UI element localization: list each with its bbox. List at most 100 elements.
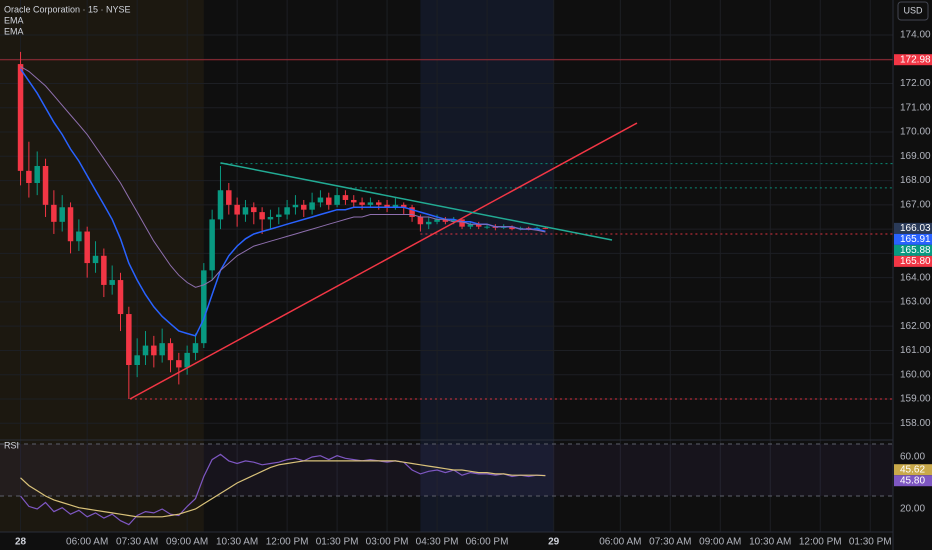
legend-entry[interactable]: EMA [4,15,24,25]
price-badge [894,255,932,267]
candle-body [467,224,474,227]
price-badge [894,54,932,66]
candle-body [126,314,132,366]
candle-body [167,343,174,361]
plot-layer [0,51,893,526]
price-badge [894,244,932,256]
y-tick-label: 160.00 [900,369,931,380]
candle-body [101,255,107,285]
candle-body [301,204,307,210]
candle-body [359,202,365,205]
rsi-tick-label: 20.00 [900,504,925,515]
candle-body [42,166,49,205]
legend-entry[interactable]: EMA [4,26,24,36]
candle-body [92,255,99,264]
candle-body [442,219,449,222]
candle-body [51,204,57,222]
candle-body [251,207,257,213]
y-tick-label: 161.00 [900,345,931,356]
candle-body [434,219,440,222]
rsi-badge-label: 45.80 [900,475,925,486]
candle-body [425,221,432,225]
rsi-badge-label: 45.62 [900,464,925,475]
ema-line [20,66,546,288]
candle-body [84,231,90,264]
candle-body [176,360,182,368]
candle-body [276,214,282,217]
chart-title: Oracle Corporation · 15 · NYSE [4,4,131,14]
candle-body [367,202,374,205]
candle-body [292,204,299,208]
candle-body [342,195,349,200]
candle-body [317,197,324,203]
candle-body [351,199,357,203]
candle-body [242,207,249,215]
price-badge [894,222,932,234]
y-tick-label: 172.00 [900,78,931,89]
y-tick-label: 163.00 [900,297,931,308]
x-tick-label: 12:00 PM [266,537,309,548]
y-tick-label: 158.00 [900,418,931,429]
currency-button[interactable] [897,1,929,21]
candle-body [542,227,549,229]
x-tick-label: 06:00 PM [466,537,509,548]
y-tick-label: 171.00 [900,102,931,113]
trendline [129,122,638,400]
rsi-badge [894,464,932,476]
candle-body [284,207,290,215]
price-badge-label: 165.91 [900,234,931,245]
candle-body [151,345,157,356]
rsi-band [0,444,893,497]
candle-body [484,226,490,228]
candle-body [159,343,165,356]
candle-body [309,202,315,210]
x-tick-label: 01:30 PM [316,537,359,548]
trendline [220,162,613,241]
x-tick-label: 10:30 AM [216,537,258,548]
candle-body [326,197,332,205]
candle-body [259,212,265,220]
x-tick-label: 12:00 PM [799,537,842,548]
candle-body [192,343,199,353]
rsi-line [20,460,546,518]
y-tick-label: 168.00 [900,175,931,186]
candle-body [450,219,457,222]
candle-body [184,352,190,368]
axis-layer: 28 06:00 AM 07:30 AM 09:00 AM 10:30 AM 12:00 … [15,30,932,548]
candle-body [201,270,207,344]
candle-body [267,216,274,220]
x-tick-label: 07:30 AM [116,537,158,548]
y-tick-label: 170.00 [900,127,931,138]
candle-body [67,207,74,242]
candle-body [409,207,415,217]
y-tick-label: 159.00 [900,394,931,405]
candle-body [76,231,82,242]
y-tick-label: 169.00 [900,151,931,162]
x-tick-label: 06:00 AM [599,537,641,548]
price-badge-label: 165.80 [900,256,931,267]
candle-body [142,345,149,356]
x-tick-label: 04:30 PM [416,537,459,548]
y-tick-label: 164.00 [900,272,931,283]
candle-body [234,204,240,215]
x-tick-label: 07:30 AM [649,537,691,548]
rsi-title: RSI [4,440,19,450]
candle-body [392,204,399,208]
x-tick-label: 03:00 PM [366,537,409,548]
candle-body [59,207,65,222]
x-tick-label: 29 [548,537,560,548]
candle-body [109,280,115,285]
candle-body [475,224,482,227]
y-tick-label: 167.00 [900,199,931,210]
candle-body [134,355,140,366]
candle-body [209,219,215,271]
price-badge-label: 166.03 [900,223,931,234]
x-tick-label: 28 [15,537,27,548]
candle-body [34,166,40,183]
rsi-badge [894,475,932,487]
price-badge [894,233,932,245]
price-badge-label: 165.88 [900,245,931,256]
x-tick-label: 10:30 AM [749,537,791,548]
currency-label[interactable]: USD [903,5,923,15]
